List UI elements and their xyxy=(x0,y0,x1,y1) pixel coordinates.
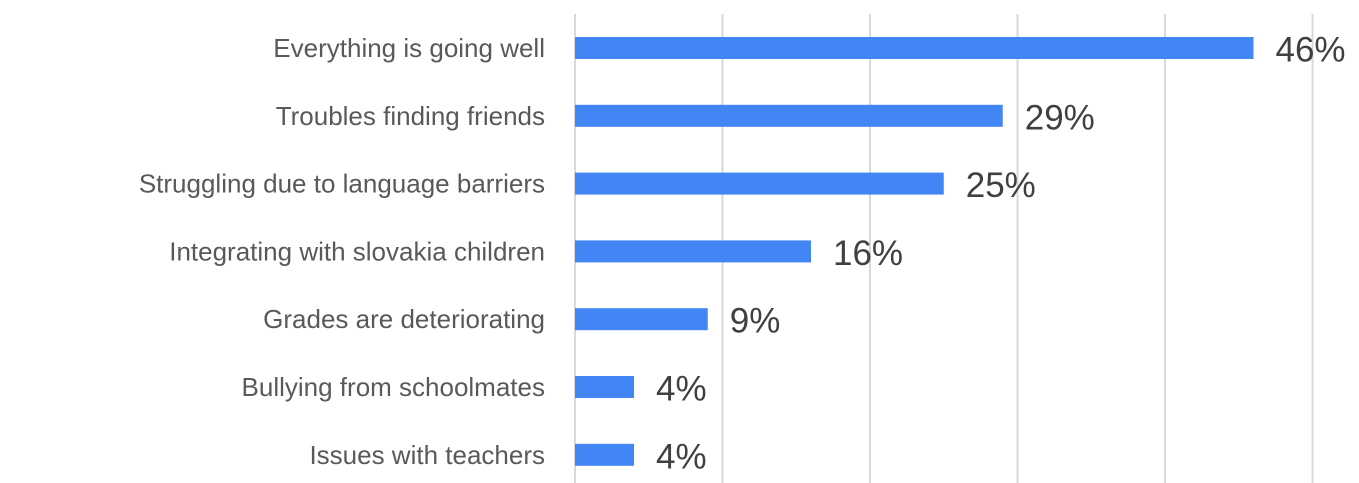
category-label-3: Integrating with slovakia children xyxy=(169,236,545,266)
data-label-1: 29% xyxy=(1025,98,1095,137)
category-labels: Everything is going well Troubles finding… xyxy=(139,33,545,470)
data-label-0: 46% xyxy=(1276,31,1346,70)
bar-1 xyxy=(575,104,1003,127)
category-label-1: Troubles finding friends xyxy=(276,101,545,131)
category-label-6: Issues with teachers xyxy=(309,440,545,470)
gridlines xyxy=(574,14,1314,483)
data-label-4: 9% xyxy=(730,302,781,341)
data-label-3: 16% xyxy=(833,234,903,273)
bar-4 xyxy=(575,308,708,331)
bar-5 xyxy=(575,376,634,398)
data-labels: 46% 29% 25% 16% 9% 4% 4% xyxy=(656,31,1346,477)
category-label-0: Everything is going well xyxy=(273,33,545,63)
bar-0 xyxy=(575,37,1254,59)
category-label-4: Grades are deteriorating xyxy=(263,304,545,334)
bar-2 xyxy=(575,172,944,195)
data-label-2: 25% xyxy=(966,166,1036,205)
category-label-2: Struggling due to language barriers xyxy=(139,169,545,199)
bars xyxy=(575,37,1254,466)
bar-3 xyxy=(575,240,811,263)
data-label-6: 4% xyxy=(656,437,707,476)
category-label-5: Bullying from schoolmates xyxy=(242,372,545,402)
bar-6 xyxy=(575,443,634,466)
data-label-5: 4% xyxy=(656,370,707,409)
